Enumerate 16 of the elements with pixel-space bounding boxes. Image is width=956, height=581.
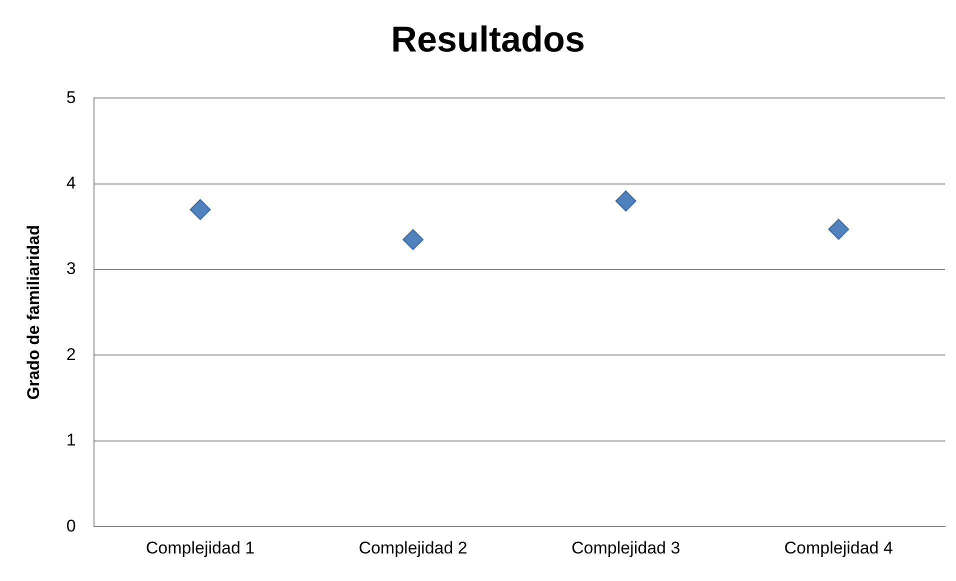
point — [190, 199, 211, 220]
point — [615, 190, 636, 212]
point — [828, 218, 850, 240]
chart-title: Resultados — [390, 18, 586, 60]
x-tick-label: Complejidad 2 — [358, 538, 468, 558]
y-tick-label: 2 — [66, 344, 76, 364]
x-tick-label: Complejidad 4 — [784, 538, 893, 558]
x-tick-label: Complejidad 3 — [571, 538, 680, 558]
point — [402, 229, 424, 250]
y-axis-title: Grado de familiaridad — [24, 225, 43, 400]
y-tick-label: 1 — [66, 430, 76, 450]
y-tick-label: 4 — [66, 174, 76, 193]
y-tick-label: 5 — [66, 88, 76, 107]
y-tick-label: 0 — [66, 516, 76, 536]
y-tick-label: 3 — [66, 259, 76, 278]
x-tick-label: Complejidad 1 — [146, 538, 255, 558]
